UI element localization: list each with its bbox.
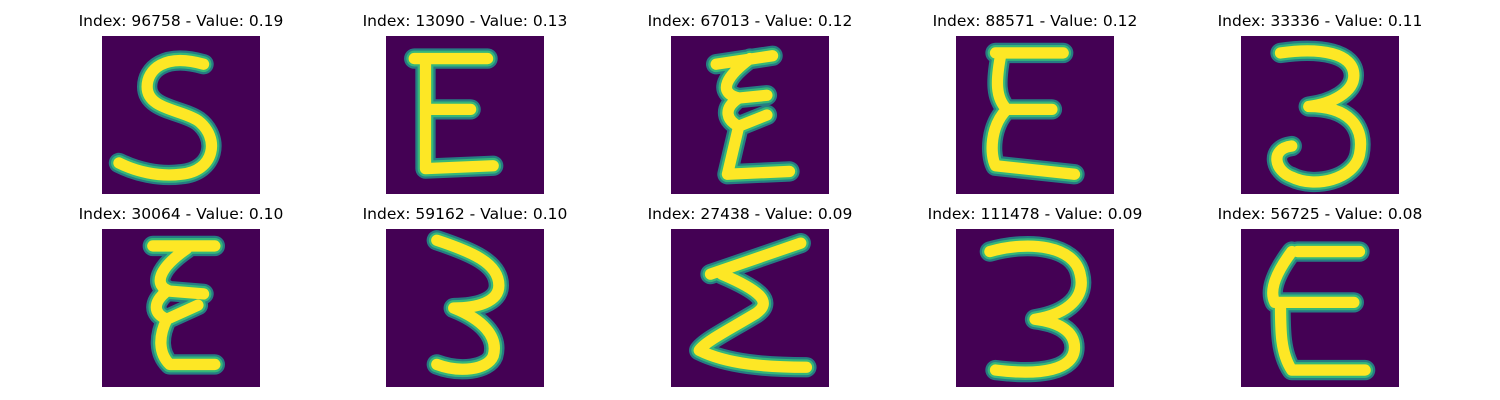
panel-title: Index: 96758 - Value: 0.19 (78, 12, 284, 30)
panel-title: Index: 88571 - Value: 0.12 (932, 12, 1138, 30)
panel-title: Index: 67013 - Value: 0.12 (647, 12, 853, 30)
stroke-core (1267, 245, 1371, 376)
panel-title: Index: 111478 - Value: 0.09 (927, 205, 1143, 223)
image-panel: Index: 96758 - Value: 0.19 (51, 12, 311, 194)
stroke-core (147, 240, 221, 371)
digit-image (956, 229, 1114, 387)
stroke-core (431, 234, 505, 375)
panel-title: Index: 13090 - Value: 0.13 (362, 12, 568, 30)
digit-image (102, 229, 260, 387)
digit-image (386, 36, 544, 194)
image-panel: Index: 56725 - Value: 0.08 (1190, 205, 1450, 387)
stroke-core (113, 54, 218, 181)
image-panel: Index: 13090 - Value: 0.13 (335, 12, 595, 194)
image-panel: Index: 88571 - Value: 0.12 (905, 12, 1165, 194)
image-panel: Index: 111478 - Value: 0.09 (905, 205, 1165, 387)
stroke-core (1271, 45, 1367, 188)
digit-image (102, 36, 260, 194)
image-panel: Index: 27438 - Value: 0.09 (620, 205, 880, 387)
stroke-core (986, 47, 1081, 180)
digit-image (1241, 229, 1399, 387)
digit-image (1241, 36, 1399, 194)
image-panel: Index: 33336 - Value: 0.11 (1190, 12, 1450, 194)
panel-title: Index: 27438 - Value: 0.09 (647, 205, 853, 223)
image-panel: Index: 67013 - Value: 0.12 (620, 12, 880, 194)
digit-image (671, 229, 829, 387)
image-panel: Index: 30064 - Value: 0.10 (51, 205, 311, 387)
stroke-core (710, 50, 796, 180)
digit-image (671, 36, 829, 194)
panel-title: Index: 59162 - Value: 0.10 (362, 205, 568, 223)
panel-title: Index: 56725 - Value: 0.08 (1217, 205, 1423, 223)
panel-title: Index: 33336 - Value: 0.11 (1217, 12, 1423, 30)
stroke-core (984, 240, 1087, 378)
digit-image (956, 36, 1114, 194)
digit-image (386, 229, 544, 387)
stroke-core (693, 237, 813, 373)
image-panel: Index: 59162 - Value: 0.10 (335, 205, 595, 387)
stroke-core (408, 52, 499, 175)
panel-title: Index: 30064 - Value: 0.10 (78, 205, 284, 223)
